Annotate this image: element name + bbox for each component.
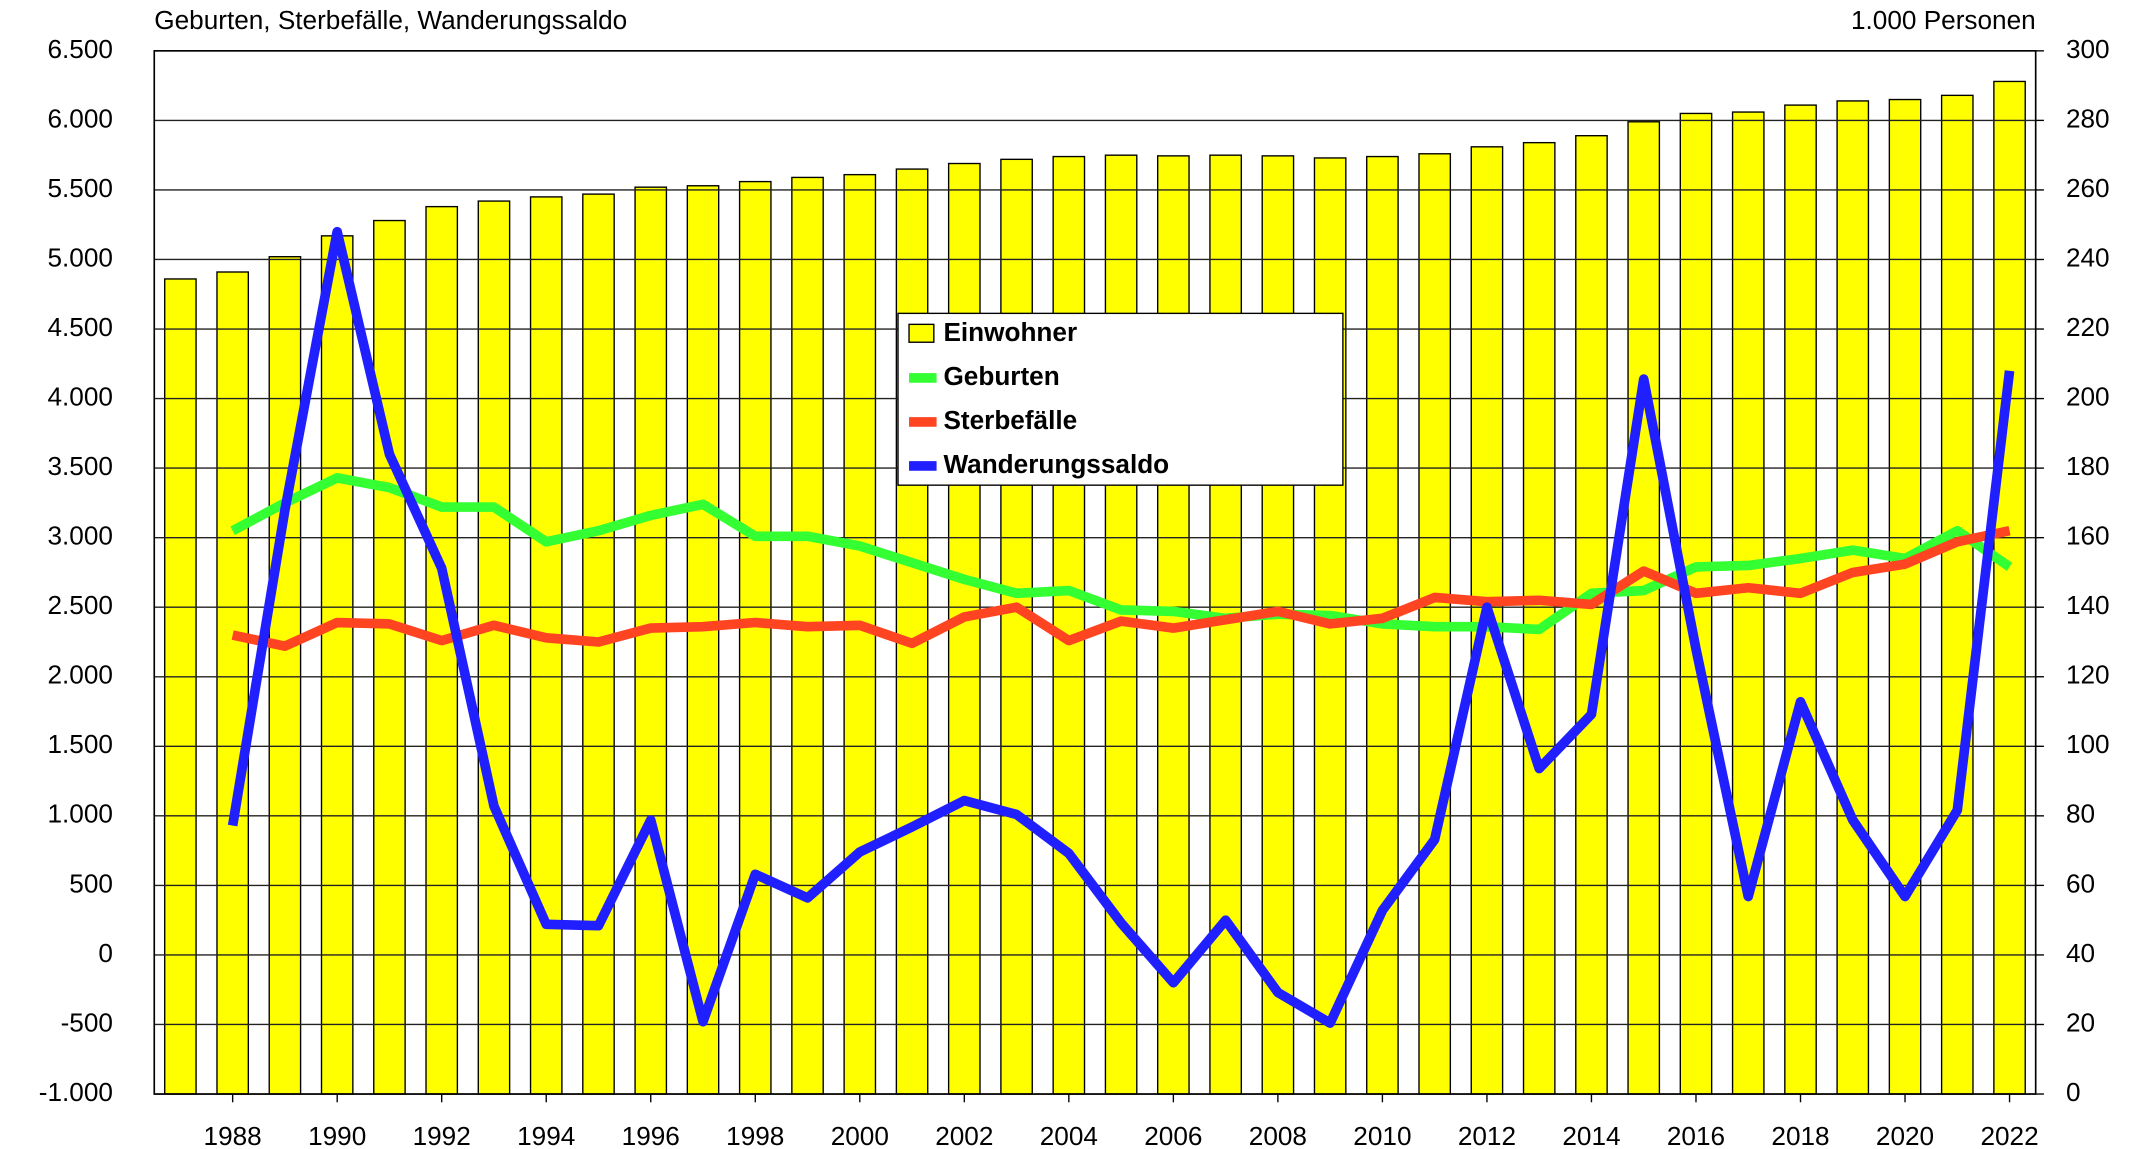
bar	[1731, 111, 1765, 1095]
legend-swatch	[908, 323, 935, 343]
x-tick-label: 2014	[1562, 1121, 1620, 1149]
y-tick-label: 1.500	[47, 729, 112, 759]
y-tick-label: 2.500	[47, 590, 112, 620]
bar	[320, 235, 354, 1095]
y2-tick-label: 0	[2066, 1077, 2081, 1107]
y-tick-label: 500	[69, 868, 113, 898]
y-tick-label: 5.000	[47, 242, 112, 272]
y-tick-label: 1.000	[47, 799, 112, 829]
bar	[425, 205, 459, 1095]
x-tick-label: 2020	[1876, 1121, 1934, 1149]
y-tick-label: 5.500	[47, 173, 112, 203]
line-series	[227, 226, 2015, 1028]
bar	[1052, 155, 1086, 1095]
x-tick-label: 2008	[1249, 1121, 1307, 1149]
y-tick-label: 2.000	[47, 660, 112, 690]
y2-tick-label: 260	[2066, 173, 2110, 203]
x-tick-label: 1994	[517, 1121, 575, 1149]
x-tick-label: 1988	[204, 1121, 262, 1149]
bar	[634, 186, 668, 1095]
y2-tick-label: 200	[2066, 382, 2110, 412]
y2-tick-label: 220	[2066, 312, 2110, 342]
bar	[1888, 98, 1922, 1095]
y-tick-label: -500	[61, 1007, 113, 1037]
y2-tick-label: 100	[2066, 729, 2110, 759]
y2-tick-label: 300	[2066, 34, 2110, 64]
y-tick-label: -1.000	[39, 1077, 113, 1107]
bar	[1784, 104, 1817, 1095]
x-tick-label: 2002	[935, 1121, 993, 1149]
y2-tick-label: 180	[2066, 451, 2110, 481]
bar	[1000, 158, 1033, 1095]
y-tick-label: 3.500	[47, 451, 112, 481]
bar	[738, 180, 772, 1095]
y2-tick-label: 20	[2066, 1007, 2095, 1037]
y-tick-label: 0	[98, 938, 113, 968]
legend-label: Einwohner	[943, 317, 1077, 347]
y2-tick-label: 60	[2066, 868, 2095, 898]
bar	[164, 278, 197, 1095]
bar	[529, 196, 563, 1095]
x-tick-label: 1992	[413, 1121, 471, 1149]
legend-label: Geburten	[943, 361, 1059, 391]
bar	[791, 176, 824, 1095]
plot-border	[153, 50, 2037, 1095]
y-tick-label: 4.000	[47, 382, 112, 412]
y-tick-label: 6.000	[47, 103, 112, 133]
y2-tick-label: 280	[2066, 103, 2110, 133]
y2-tick-label: 80	[2066, 799, 2095, 829]
x-tick-label: 1998	[726, 1121, 784, 1149]
y-tick-label: 4.500	[47, 312, 112, 342]
legend-box	[897, 312, 1344, 486]
x-tick-label: 1996	[622, 1121, 680, 1149]
legend-label: Sterbefälle	[943, 405, 1077, 435]
left-axis-label: Geburten, Sterbefälle, Wanderungssaldo	[154, 5, 627, 35]
x-tick-label: 2006	[1144, 1121, 1202, 1149]
bar	[686, 185, 720, 1095]
x-tick-label: 2010	[1353, 1121, 1411, 1149]
x-tick-label: 2022	[1980, 1121, 2038, 1149]
line-series	[230, 473, 2013, 635]
bar	[477, 200, 511, 1095]
bar	[1575, 135, 1608, 1095]
x-tick-label: 1990	[308, 1121, 366, 1149]
bar	[1993, 80, 2026, 1095]
x-tick-label: 2000	[831, 1121, 889, 1149]
y2-tick-label: 140	[2066, 590, 2110, 620]
bar	[373, 219, 406, 1095]
y-tick-label: 6.500	[47, 34, 112, 64]
x-tick-label: 2004	[1040, 1121, 1098, 1149]
x-tick-label: 2018	[1771, 1121, 1829, 1149]
x-tick-label: 2012	[1458, 1121, 1516, 1149]
y2-tick-label: 240	[2066, 242, 2110, 272]
line-series	[231, 526, 2011, 651]
bar	[1940, 94, 1974, 1095]
y2-tick-label: 40	[2066, 938, 2095, 968]
bar	[1261, 155, 1295, 1095]
bar	[216, 271, 250, 1095]
y2-tick-label: 160	[2066, 521, 2110, 551]
bar	[268, 256, 302, 1095]
y2-tick-label: 120	[2066, 660, 2110, 690]
bar	[1836, 100, 1870, 1095]
bar	[1627, 121, 1661, 1095]
y-tick-label: 3.000	[47, 521, 112, 551]
legend-label: Wanderungssaldo	[943, 449, 1169, 479]
bar	[843, 173, 877, 1095]
right-axis-label: 1.000 Personen	[1851, 5, 2036, 35]
x-tick-label: 2016	[1667, 1121, 1725, 1149]
